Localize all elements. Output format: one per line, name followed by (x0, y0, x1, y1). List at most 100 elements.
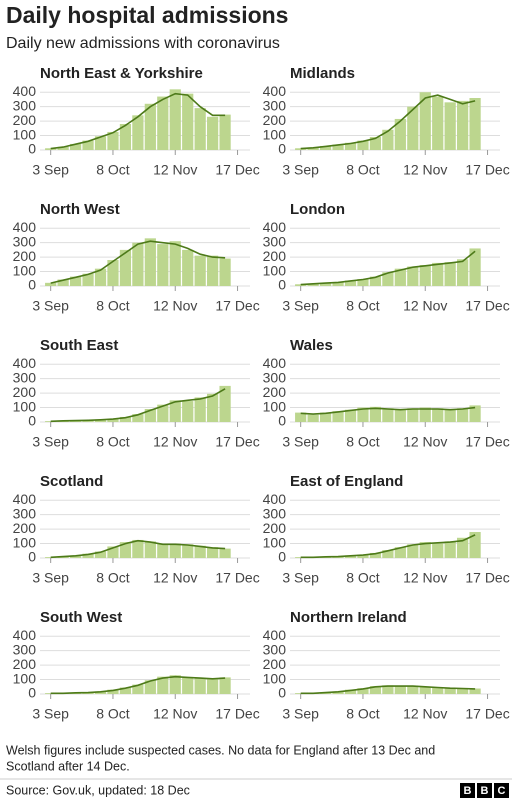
bar (357, 688, 369, 694)
x-tick-label: 17 Dec (465, 434, 509, 450)
bar (69, 276, 82, 286)
bar (207, 255, 219, 286)
x-tick-label: 17 Dec (465, 706, 509, 722)
bar (194, 108, 206, 150)
x-tick-label: 17 Dec (465, 162, 509, 178)
bar (107, 546, 119, 558)
bar (394, 685, 406, 694)
bar (344, 555, 357, 558)
y-tick-label: 400 (263, 83, 287, 99)
bar (144, 103, 156, 150)
bar (394, 268, 406, 286)
y-tick-label: 200 (263, 656, 287, 672)
x-tick-label: 12 Nov (153, 162, 197, 178)
x-tick-label: 3 Sep (282, 298, 319, 314)
average-line (300, 406, 476, 415)
bar (144, 238, 156, 286)
x-tick-label: 8 Oct (346, 570, 380, 586)
y-tick-label: 100 (13, 126, 37, 142)
x-tick-label: 3 Sep (282, 162, 319, 178)
bar (169, 241, 181, 286)
panel-title: North West (40, 201, 120, 218)
bar (119, 249, 132, 286)
bar (344, 409, 357, 422)
y-tick-label: 100 (263, 126, 287, 142)
y-tick-label: 0 (278, 277, 286, 293)
bar (194, 397, 206, 422)
y-tick-label: 200 (263, 112, 287, 128)
y-tick-label: 100 (263, 398, 287, 414)
bar (432, 687, 444, 694)
bar (432, 543, 444, 558)
bar (369, 276, 382, 286)
source: Source: Gov.uk, updated: 18 Dec (6, 783, 190, 797)
bar (107, 689, 119, 694)
bar (419, 92, 431, 150)
note-line: Scotland after 14 Dec. (6, 759, 130, 773)
average-line (50, 539, 226, 559)
x-tick-label: 3 Sep (32, 570, 69, 586)
bar (394, 547, 406, 558)
logo-letter: B (464, 785, 472, 797)
x-tick-label: 12 Nov (153, 570, 197, 586)
bar (344, 689, 357, 694)
x-tick-label: 12 Nov (403, 706, 447, 722)
y-tick-label: 300 (263, 505, 287, 521)
bar (457, 259, 469, 286)
bar (94, 551, 107, 558)
bar (419, 265, 431, 286)
bar (182, 249, 194, 286)
average-line (300, 685, 476, 695)
logo: B B C (460, 783, 509, 798)
x-tick-label: 3 Sep (32, 434, 69, 450)
bar (119, 542, 132, 558)
y-tick-label: 200 (263, 520, 287, 536)
bar (94, 691, 107, 694)
panel-title: Northern Ireland (290, 609, 407, 626)
bar (132, 242, 144, 286)
x-tick-label: 8 Oct (346, 298, 380, 314)
average-line (50, 388, 226, 423)
bar (69, 555, 82, 558)
x-tick-label: 3 Sep (32, 298, 69, 314)
panel-title: Scotland (40, 473, 103, 490)
bar (407, 408, 419, 422)
bar (194, 678, 206, 694)
x-tick-label: 12 Nov (403, 434, 447, 450)
bar (219, 385, 231, 422)
x-tick-label: 12 Nov (403, 298, 447, 314)
y-tick-label: 300 (13, 641, 37, 657)
y-tick-label: 400 (13, 83, 37, 99)
panel-title: South West (40, 609, 122, 626)
page-subtitle: Daily new admissions with coronavirus (6, 35, 280, 52)
y-tick-label: 200 (13, 248, 37, 264)
x-tick-label: 8 Oct (346, 162, 380, 178)
average-line (300, 250, 476, 286)
x-tick-label: 17 Dec (215, 298, 259, 314)
panel-title: South East (40, 337, 118, 354)
y-tick-label: 400 (263, 355, 287, 371)
bar (457, 408, 469, 422)
bar (45, 557, 57, 558)
bar (219, 677, 231, 694)
bar (295, 148, 307, 150)
y-tick-label: 0 (28, 549, 36, 565)
bar (307, 414, 319, 422)
x-tick-label: 12 Nov (403, 162, 447, 178)
panel-title: Wales (290, 337, 333, 354)
y-tick-label: 300 (13, 233, 37, 249)
x-tick-label: 17 Dec (215, 706, 259, 722)
average-line (50, 240, 226, 284)
bar (369, 406, 382, 422)
y-tick-label: 100 (263, 670, 287, 686)
average-line (50, 675, 226, 695)
y-tick-label: 0 (278, 685, 286, 701)
x-tick-label: 8 Oct (346, 706, 380, 722)
bar (132, 684, 144, 694)
y-tick-label: 100 (263, 262, 287, 278)
bar (144, 409, 156, 422)
bar (457, 100, 469, 150)
bar (207, 393, 219, 422)
y-tick-label: 400 (263, 491, 287, 507)
bar (119, 687, 132, 694)
